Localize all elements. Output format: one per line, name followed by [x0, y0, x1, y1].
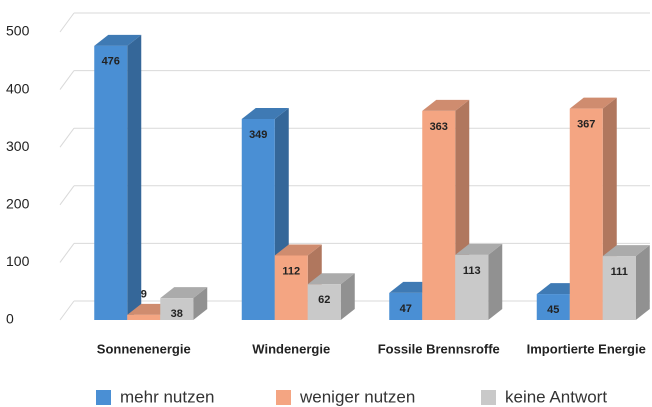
- bar-top: [94, 34, 142, 46]
- grid-line-depth: [59, 185, 75, 206]
- legend-swatch: [96, 390, 111, 405]
- grid-line-depth: [59, 300, 75, 321]
- value-label: 38: [171, 308, 183, 320]
- legend-label: keine Antwort: [505, 387, 607, 406]
- bar: [455, 254, 489, 320]
- grid-line-depth: [59, 70, 75, 90]
- legend-label: weniger nutzen: [299, 387, 415, 406]
- value-label: 112: [282, 265, 300, 277]
- bar: [389, 292, 423, 320]
- legend-swatch: [481, 390, 496, 405]
- bar: [127, 314, 161, 320]
- value-label: 9: [141, 289, 147, 301]
- y-tick-label: 200: [6, 196, 30, 212]
- y-tick-label: 0: [6, 311, 14, 327]
- value-label: 47: [400, 303, 412, 315]
- value-label: 45: [547, 304, 559, 316]
- legend-swatch: [276, 390, 291, 405]
- bar: [569, 108, 603, 320]
- x-tick-label: Sonnenenergie: [97, 341, 191, 356]
- bar-side: [340, 273, 355, 320]
- x-tick-label: Fossile Brennsroffe: [378, 341, 500, 356]
- bar-side: [635, 245, 650, 320]
- bar: [602, 256, 636, 320]
- x-tick-label: Importierte Energie: [527, 341, 646, 356]
- y-tick-label: 500: [6, 23, 30, 39]
- value-label: 363: [430, 121, 448, 133]
- bar-side: [127, 34, 142, 320]
- y-tick-label: 300: [6, 138, 30, 154]
- bar-top: [455, 243, 503, 255]
- bar-side: [488, 243, 503, 320]
- bar-side: [193, 287, 208, 320]
- bar-top: [307, 273, 355, 285]
- bar-top: [422, 99, 470, 111]
- bar: [536, 294, 570, 320]
- grid-line-depth: [59, 243, 75, 263]
- y-tick-label: 100: [6, 253, 30, 269]
- bar: [94, 45, 128, 320]
- y-tick-label: 400: [6, 80, 30, 96]
- value-label: 62: [318, 294, 330, 306]
- bar: [241, 118, 275, 320]
- value-label: 476: [102, 56, 120, 68]
- bar-top: [160, 287, 208, 299]
- legend-label: mehr nutzen: [120, 387, 215, 406]
- bar-top: [274, 244, 322, 256]
- bar: [160, 298, 194, 320]
- bar-top: [569, 97, 617, 109]
- bar: [307, 284, 341, 320]
- bar: [274, 255, 308, 320]
- value-label: 349: [249, 129, 267, 141]
- grid-line-depth: [59, 12, 75, 33]
- value-label: 111: [611, 266, 628, 278]
- grid-line-depth: [59, 127, 75, 148]
- value-label: 367: [577, 119, 595, 131]
- x-tick-label: Windenergie: [252, 341, 330, 356]
- bar: [422, 110, 456, 320]
- bar-top: [241, 107, 289, 119]
- bar-top: [602, 245, 650, 257]
- value-label: 113: [463, 265, 481, 277]
